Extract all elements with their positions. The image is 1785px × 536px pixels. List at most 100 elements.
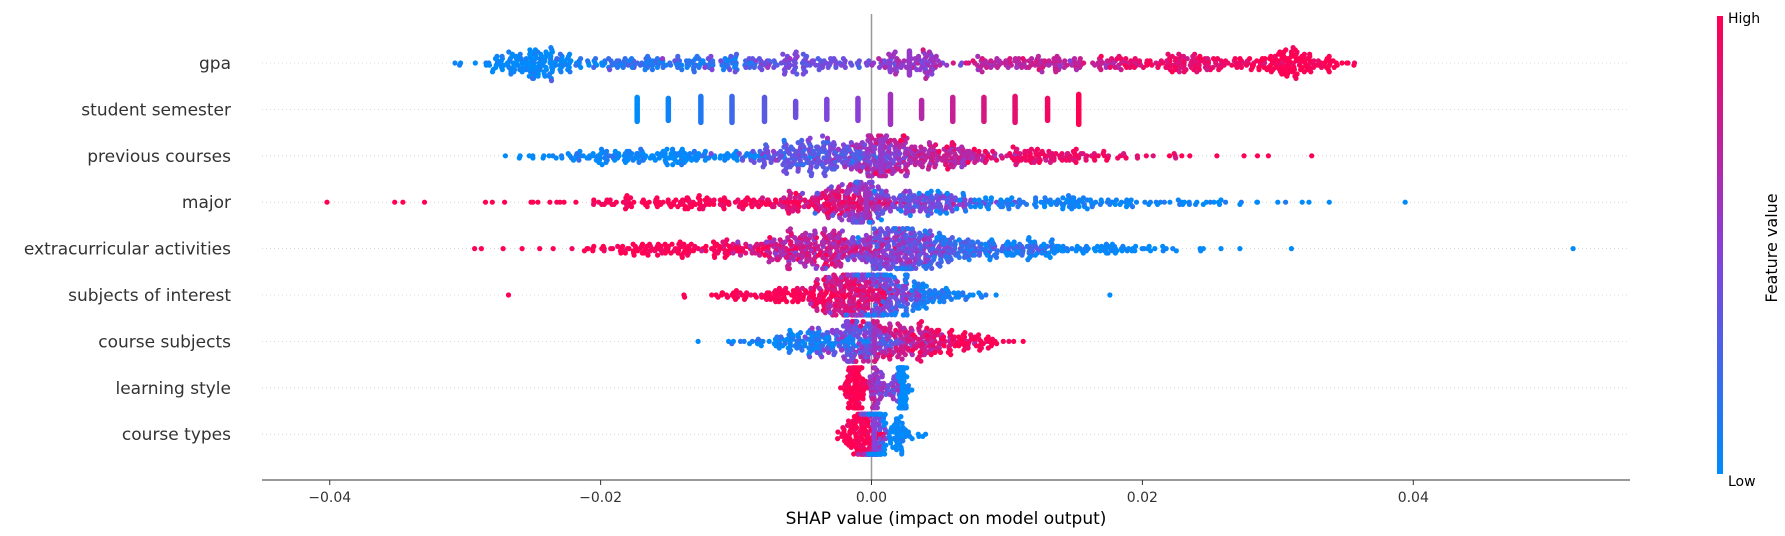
shap-point [831,272,837,278]
shap-point [810,159,816,165]
shap-point [883,173,889,179]
shap-point [934,157,940,163]
shap-point [499,53,505,60]
shap-point [919,164,926,170]
shap-point [1119,248,1125,254]
shap-point [956,343,962,349]
shap-point [1026,64,1032,70]
shap-point [1173,155,1179,161]
shap-point [993,292,999,298]
shap-point [982,159,988,165]
shap-point [660,64,666,70]
shap-point [872,358,878,364]
shap-point [618,250,624,256]
shap-point [839,217,845,223]
shap-point [1331,64,1337,70]
shap-point [576,157,582,163]
shap-point [943,162,949,168]
shap-point [1254,58,1260,64]
shap-point [684,195,690,201]
shap-point [702,157,708,163]
shap-point [1007,56,1013,62]
shap-point [722,56,728,62]
shap-point [1004,197,1010,203]
shap-point [744,151,750,157]
shap-point [1232,56,1238,62]
shap-point [1017,151,1023,157]
shap-point [1011,239,1017,245]
shap-point [1123,155,1129,161]
shap-point [906,188,913,194]
shap-point [1250,62,1256,68]
shap-point [872,365,878,371]
shap-point [985,206,992,212]
shap-point [1065,151,1071,157]
shap-point [1005,64,1011,70]
shap-point [972,159,978,165]
shap-point [807,135,813,141]
shap-point [880,241,886,247]
shap-point [635,248,641,254]
shap-point [987,257,993,263]
shap-point [806,204,812,210]
shap-point [1200,246,1206,252]
shap-point [831,140,837,146]
shap-point [744,195,751,201]
shap-point [692,243,698,249]
shap-point [832,263,839,269]
shap-point [1264,67,1270,73]
shap-point [743,241,749,247]
shap-point [944,62,950,68]
shap-point [916,190,922,196]
shap-point [873,137,879,143]
shap-point [1098,197,1104,203]
shap-point [826,274,832,280]
shap-point [1136,58,1143,64]
shap-point [866,312,872,318]
shap-point [1161,199,1167,205]
shap-point [875,184,881,190]
shap-point [584,155,590,161]
shap-point [730,250,736,256]
shap-point [766,259,772,265]
shap-point [843,440,849,446]
shap-point [1128,197,1134,203]
shap-point [802,197,808,203]
shap-point [918,144,924,150]
shap-point [1123,56,1129,62]
shap-point [842,212,848,218]
shap-point [909,144,915,150]
shap-point [1306,199,1312,205]
shap-point [557,199,563,205]
shap-point [819,239,826,245]
shap-point [1000,204,1006,210]
shap-point [604,148,610,154]
shap-point [675,53,681,60]
shap-point [684,64,690,70]
shap-point [557,51,563,57]
shap-point [717,201,723,207]
shap-point [652,248,658,254]
shap-point [590,248,596,254]
shap-point [817,299,823,305]
shap-point [562,58,568,64]
shap-point [988,155,994,161]
shap-point [874,405,881,411]
shap-point [840,425,846,431]
shap-point [535,49,541,55]
shap-point [457,62,463,68]
shap-point [880,312,887,318]
shap-point [604,197,610,203]
shap-point [838,274,844,280]
beeswarm-points [324,45,1576,457]
shap-point [747,243,753,249]
shap-point [682,206,688,212]
shap-point [850,210,856,216]
shap-point [1073,67,1080,73]
shap-point [1288,246,1294,252]
shap-point [726,250,732,256]
shap-point [821,347,827,353]
shap-point [810,148,816,154]
shap-point [1048,201,1054,207]
shap-point [887,391,893,397]
